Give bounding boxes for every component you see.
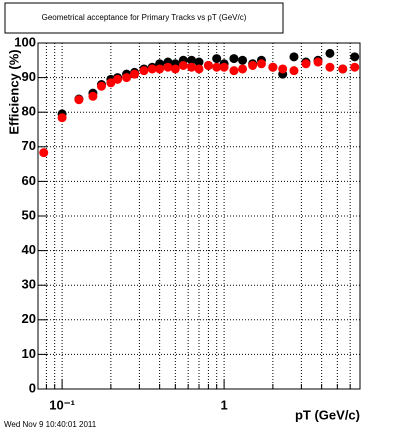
- data-point: [229, 66, 239, 76]
- data-point: [350, 62, 360, 72]
- data-point: [238, 64, 248, 74]
- data-point: [350, 52, 360, 62]
- data-point: [96, 81, 106, 91]
- data-point: [130, 69, 140, 79]
- data-point: [139, 66, 149, 76]
- data-point: [155, 64, 165, 74]
- footer: Wed Nov 9 10:40:01 2011: [4, 420, 97, 429]
- y-tick-label: 0: [29, 380, 36, 395]
- data-point: [289, 52, 299, 62]
- data-point: [147, 64, 157, 74]
- y-tick-label: 80: [22, 104, 36, 119]
- data-point: [187, 62, 197, 72]
- plot-frame: [37, 42, 361, 390]
- y-axis-label: Efficiency (%): [6, 49, 21, 134]
- y-tick-label: 10: [22, 346, 36, 361]
- data-point: [256, 59, 266, 69]
- data-point: [57, 113, 67, 123]
- data-point: [122, 73, 132, 83]
- chart-title: Geometrical acceptance for Primary Track…: [42, 13, 247, 22]
- data-point: [88, 91, 98, 101]
- y-tick-label: 90: [22, 69, 36, 84]
- data-point: [194, 64, 204, 74]
- data-point: [106, 78, 116, 88]
- y-tick-label: 40: [22, 242, 36, 257]
- title-box: [4, 2, 284, 34]
- y-tick-label: 20: [22, 311, 36, 326]
- data-point: [203, 60, 213, 70]
- data-point: [238, 55, 248, 65]
- data-point: [289, 66, 299, 76]
- y-tick-label: 30: [22, 277, 36, 292]
- data-point: [113, 74, 123, 84]
- data-point: [74, 95, 84, 105]
- data-point: [194, 57, 204, 67]
- data-point: [248, 60, 258, 70]
- y-tick-label: 100: [14, 34, 36, 49]
- data-point: [187, 55, 197, 65]
- y-tick-label: 70: [22, 138, 36, 153]
- y-tick-label: 50: [22, 207, 36, 222]
- data-point: [268, 62, 278, 72]
- data-point: [325, 48, 335, 58]
- data-point: [219, 62, 229, 72]
- data-point: [313, 57, 323, 67]
- data-point: [212, 62, 222, 72]
- data-point: [178, 60, 188, 70]
- data-point: [229, 54, 239, 64]
- x-tick-label: 1: [220, 397, 227, 412]
- data-point: [301, 59, 311, 69]
- data-point: [163, 62, 173, 72]
- data-point: [39, 148, 49, 158]
- data-point: [325, 62, 335, 72]
- x-axis-label: pT (GeV/c): [295, 407, 360, 422]
- data-point: [170, 64, 180, 74]
- data-point: [338, 64, 348, 74]
- y-tick-label: 60: [22, 173, 36, 188]
- x-tick-label: 10⁻¹: [49, 397, 75, 412]
- data-point: [212, 54, 222, 64]
- data-point: [278, 64, 288, 74]
